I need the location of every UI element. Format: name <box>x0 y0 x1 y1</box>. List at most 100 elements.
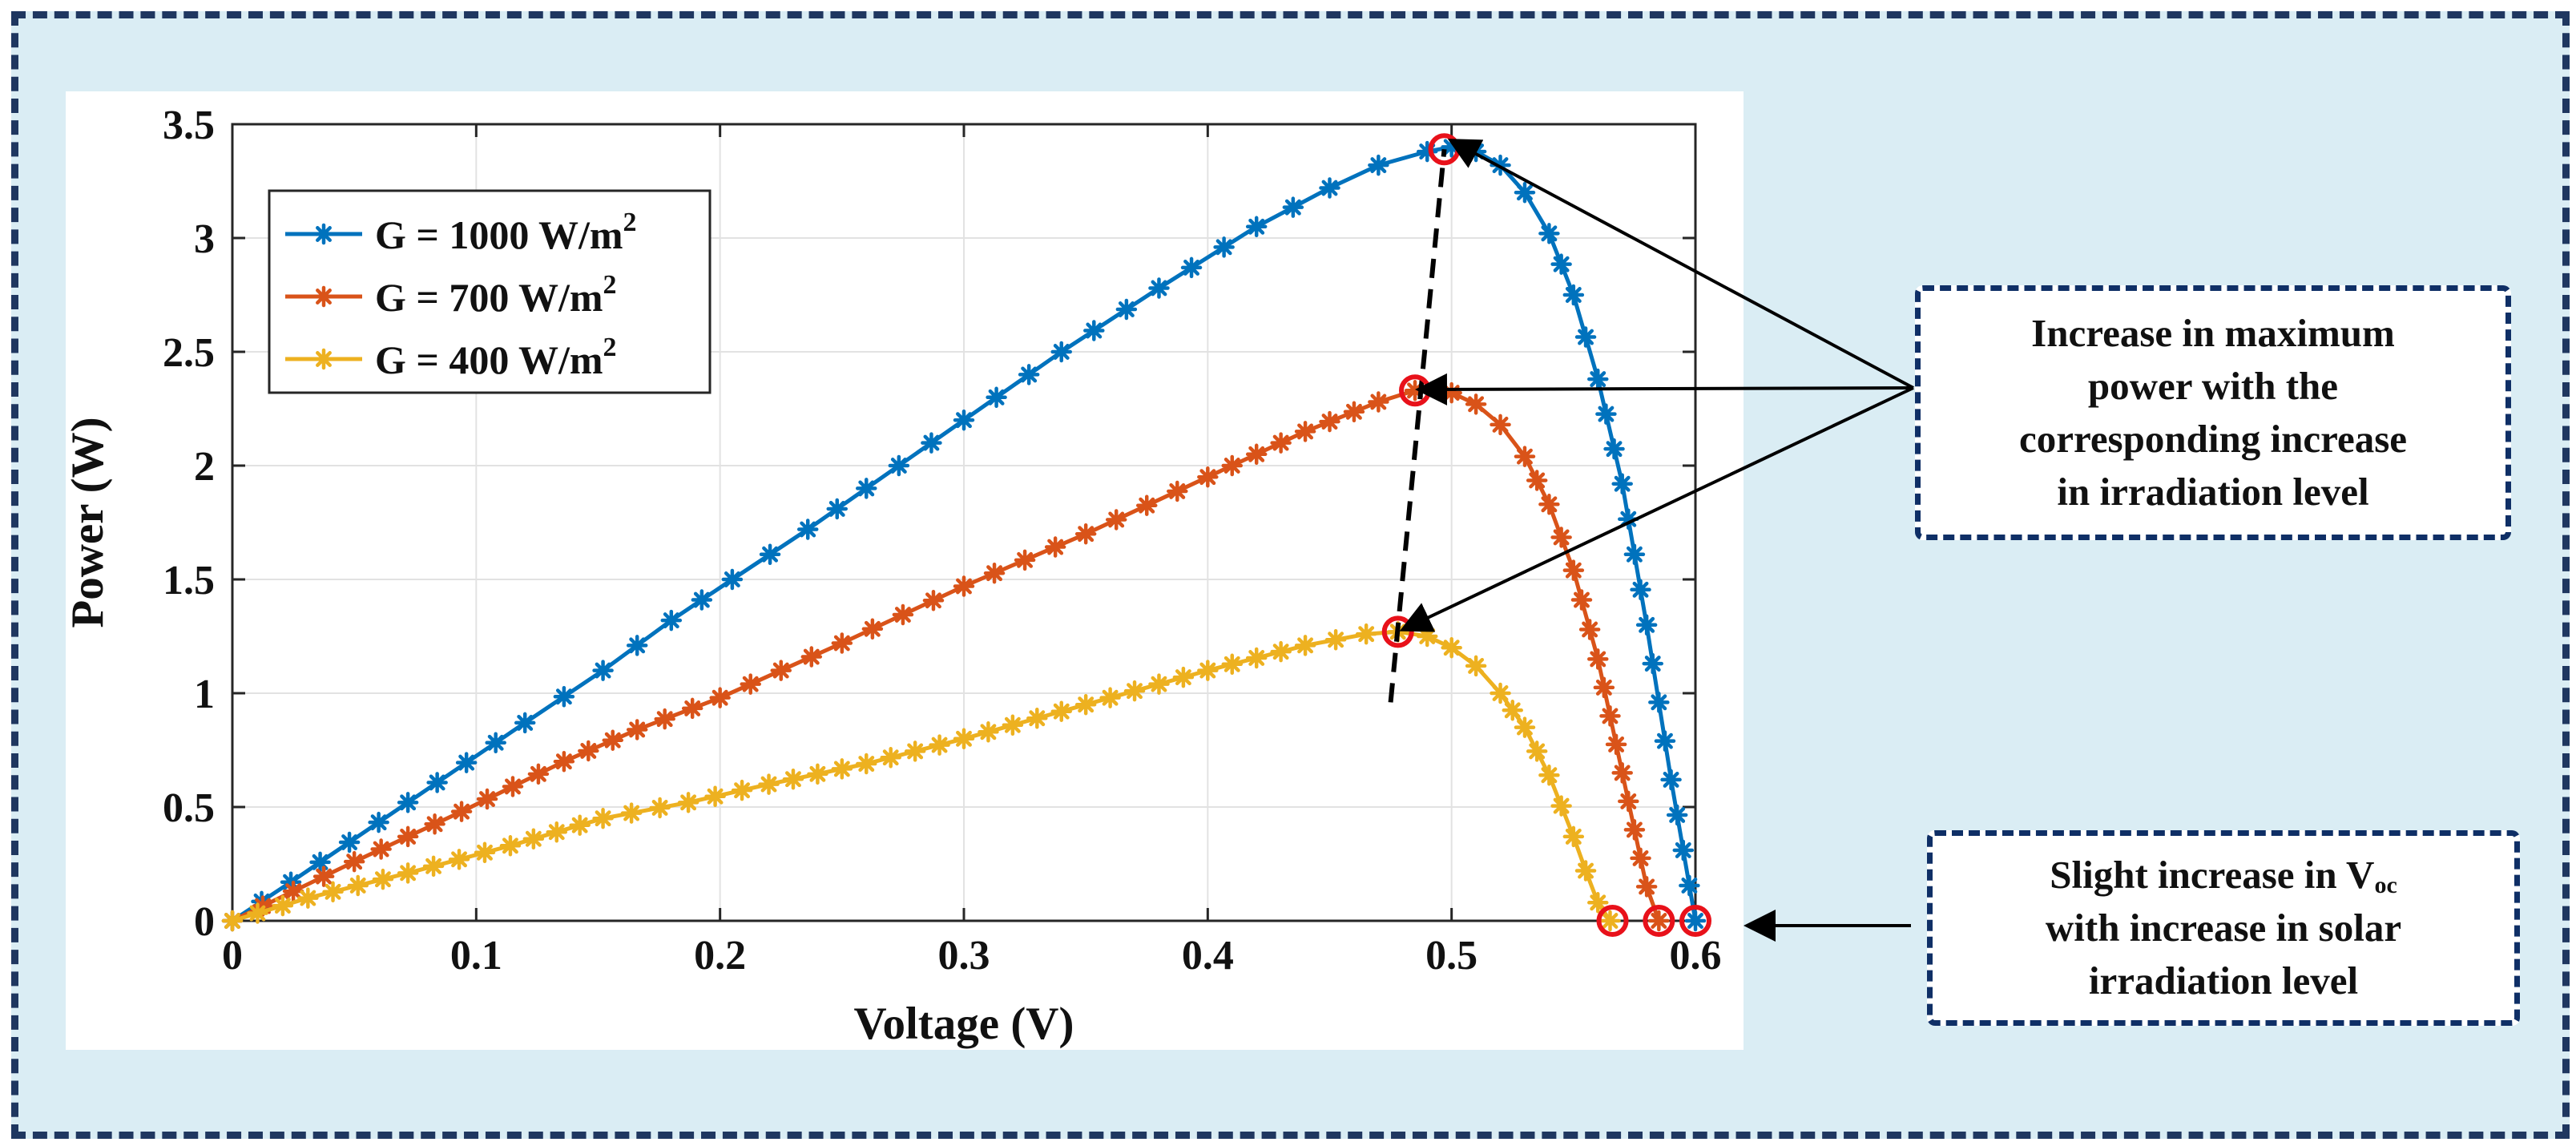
data-point <box>422 855 445 878</box>
data-point <box>1270 640 1292 663</box>
y-tick-label: 2.5 <box>163 330 215 376</box>
data-point <box>426 772 448 793</box>
data-point <box>1603 438 1625 460</box>
data-point <box>592 660 614 681</box>
data-point <box>1074 693 1097 716</box>
data-point <box>368 811 389 833</box>
series-1 <box>221 380 1670 932</box>
data-point <box>448 849 470 870</box>
data-point <box>514 712 536 734</box>
ticks: 0 0.1 0.2 0.3 0.4 0.5 0.6 0 0.5 1 1.5 2 2.5 3 3.5 <box>163 103 1722 979</box>
data-point <box>1221 454 1244 477</box>
y-tick-label: 2 <box>194 444 215 490</box>
data-point <box>770 660 792 681</box>
data-point <box>1074 523 1097 545</box>
x-tick-label: 0.1 <box>450 933 502 979</box>
data-point <box>1368 154 1389 176</box>
data-point <box>1679 874 1700 897</box>
y-axis-label: Power (W) <box>62 417 113 627</box>
data-point <box>921 432 942 454</box>
legend-marker <box>312 223 335 245</box>
x-tick-label: 0.5 <box>1425 933 1477 979</box>
data-point <box>247 902 268 924</box>
data-point <box>370 838 392 860</box>
data-point <box>1618 790 1639 813</box>
data-point <box>1599 910 1621 932</box>
data-point <box>476 788 498 810</box>
data-point <box>397 825 419 848</box>
data-point <box>1562 559 1585 581</box>
data-point <box>759 543 781 566</box>
data-point <box>1587 648 1609 670</box>
data-point <box>1578 619 1601 640</box>
data-point <box>1270 432 1292 454</box>
data-point <box>953 575 975 597</box>
data-point <box>527 763 550 785</box>
data-point <box>1599 705 1621 727</box>
data-point <box>546 821 568 843</box>
data-point <box>347 874 369 897</box>
data-point <box>1002 714 1024 736</box>
data-point <box>1245 443 1268 466</box>
data-point <box>1148 277 1170 299</box>
callout-max-line-3: corresponding increase <box>2018 417 2408 461</box>
y-tick-label: 3 <box>194 216 215 262</box>
data-point <box>474 841 496 864</box>
data-point <box>553 686 575 708</box>
data-point <box>1654 730 1676 752</box>
data-point <box>1018 364 1040 385</box>
data-point <box>1294 635 1316 656</box>
data-point <box>1611 762 1633 784</box>
data-point <box>424 813 445 835</box>
callout-voc-line-1: Slight increase in Voc <box>2046 849 2401 902</box>
data-point <box>1574 326 1597 348</box>
data-point <box>1282 196 1304 218</box>
data-point <box>1538 223 1560 244</box>
data-point <box>861 618 884 640</box>
data-point <box>740 673 761 695</box>
data-point <box>1562 284 1585 306</box>
data-point <box>922 590 945 611</box>
data-point <box>297 887 319 909</box>
data-point <box>1319 410 1340 433</box>
data-point <box>1611 473 1633 494</box>
y-tick-label: 1.5 <box>163 558 215 603</box>
data-point <box>485 732 506 754</box>
x-axis-label: Voltage (V) <box>854 999 1074 1049</box>
data-point <box>660 609 683 632</box>
data-point <box>677 792 699 813</box>
data-point <box>1595 403 1617 425</box>
data-point <box>704 785 726 807</box>
data-point <box>502 776 524 797</box>
data-point <box>1441 636 1462 659</box>
data-point <box>856 753 877 775</box>
data-point <box>904 740 926 762</box>
callout-voc-line-2: with increase in solar <box>2045 906 2402 950</box>
data-point <box>1441 381 1462 404</box>
legend: G = 1000 W/m2 G = 700 W/m2 G = 400 W/m2 <box>268 189 712 394</box>
data-point <box>953 409 975 431</box>
voc-marker <box>1643 905 1675 937</box>
arrow-to-mpp-700 <box>1415 373 1914 406</box>
data-point <box>1490 682 1511 704</box>
data-point <box>1115 298 1138 321</box>
data-point <box>1368 391 1389 413</box>
data-point <box>1465 393 1487 415</box>
legend-entry: G = 1000 W/m2 <box>375 208 637 257</box>
data-point <box>450 801 473 822</box>
data-point <box>1148 673 1170 695</box>
data-point <box>1416 625 1438 648</box>
data-point <box>1026 707 1048 729</box>
callout-voc-line-1-text: Slight increase in V <box>2050 852 2375 897</box>
data-point <box>499 835 522 857</box>
data-point <box>1648 910 1670 932</box>
data-point <box>826 498 848 520</box>
data-point <box>1630 847 1651 870</box>
data-point <box>455 752 478 773</box>
data-point <box>1593 676 1615 699</box>
data-point <box>880 746 901 769</box>
data-point <box>1635 614 1658 636</box>
data-point <box>1105 509 1127 531</box>
data-point <box>1490 414 1511 436</box>
voc-marker <box>1596 905 1629 937</box>
